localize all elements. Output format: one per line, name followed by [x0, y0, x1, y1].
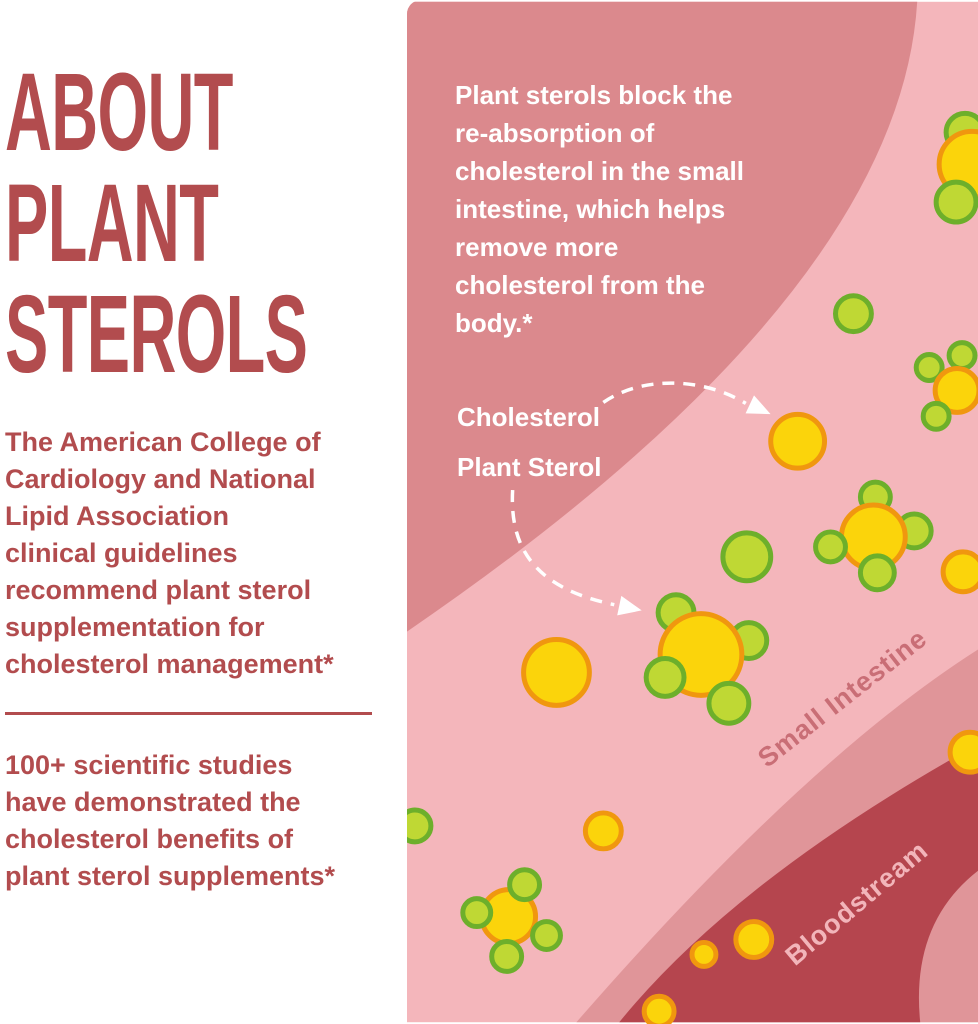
arrowhead-icon [745, 395, 771, 415]
bloodstream-molecules [641, 729, 978, 1024]
plant-sterol-molecule [407, 807, 434, 845]
plant-sterol-molecule [933, 179, 978, 225]
plant-sterol-molecule [946, 340, 978, 371]
cholesterol-molecule [768, 411, 828, 471]
plant-sterol-molecule [913, 352, 945, 383]
cholesterol-molecule [582, 810, 624, 852]
mechanism-caption: Plant sterols block the re-absorption of… [455, 80, 744, 338]
plant-sterol-molecule [507, 867, 543, 903]
intestine-wall-shape [407, 1, 918, 632]
molecule-cluster [933, 110, 978, 225]
cholesterol-molecule [940, 549, 978, 595]
guidelines-paragraph: The American College of Cardiology and N… [5, 427, 334, 679]
cholesterol-molecule [733, 919, 775, 960]
section-divider [5, 712, 372, 715]
plant-sterol-molecule [720, 530, 774, 584]
plant-sterol-molecule [643, 655, 687, 699]
arrowhead-icon [617, 595, 642, 616]
left-text-column: ABOUT PLANT STEROLS The American College… [0, 0, 405, 1024]
molecule-cluster [643, 592, 770, 726]
plant-sterol-molecule [813, 529, 848, 565]
molecule-cluster [913, 340, 978, 432]
plant-sterol-molecule [706, 680, 752, 726]
plant-sterol-label: Plant Sterol [457, 452, 602, 482]
plant-sterol-molecule [920, 400, 952, 432]
cholesterol-molecule [947, 729, 978, 775]
cholesterol-molecule [641, 993, 677, 1024]
plant-sterol-molecule [460, 896, 494, 930]
page-title: ABOUT PLANT STEROLS [5, 51, 308, 396]
cholesterol-molecule [521, 637, 592, 708]
cholesterol-molecule [689, 940, 719, 969]
intestine-illustration: Plant sterols block the re-absorption of… [407, 0, 978, 1024]
plant-sterol-molecule [489, 939, 525, 974]
plant-sterol-molecule [833, 293, 874, 335]
plant-sterol-arrow [510, 489, 642, 616]
cholesterol-label: Cholesterol [457, 402, 601, 432]
molecule-cluster [813, 479, 934, 593]
intestine-diagram-art [407, 1, 978, 1024]
studies-paragraph: 100+ scientific studies have demonstrate… [5, 750, 336, 891]
cholesterol-molecule [932, 366, 978, 415]
plant-sterol-molecule [857, 553, 897, 593]
plant-sterol-molecule [530, 919, 563, 952]
cholesterol-arrow [602, 381, 771, 415]
molecule-cluster [460, 867, 563, 974]
